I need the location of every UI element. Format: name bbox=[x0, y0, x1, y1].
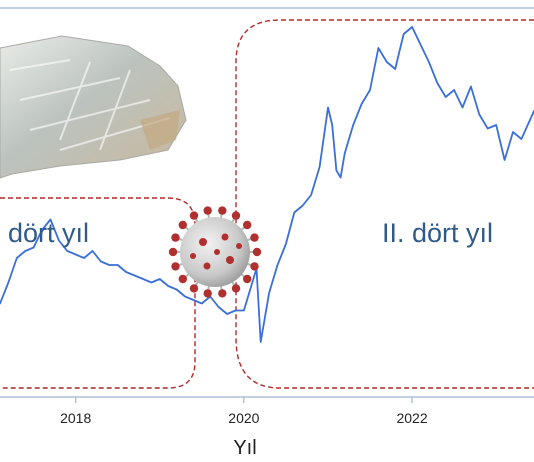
series-line bbox=[0, 26, 534, 343]
period-2-label: II. dört yıl bbox=[382, 218, 493, 248]
crystal-image bbox=[0, 35, 187, 179]
x-tick-label: 2018 bbox=[60, 410, 91, 426]
x-tick-label: 2020 bbox=[228, 410, 259, 426]
x-axis-ticks: 2018 2020 2022 bbox=[60, 397, 428, 426]
coronavirus-icon bbox=[168, 206, 262, 298]
period-2-dashed-box bbox=[235, 19, 534, 389]
period-1-label: dört yıl bbox=[8, 218, 89, 248]
x-axis-title: Yıl bbox=[233, 437, 256, 459]
period-1-dashed-box bbox=[0, 197, 196, 389]
x-tick-label: 2022 bbox=[396, 410, 427, 426]
